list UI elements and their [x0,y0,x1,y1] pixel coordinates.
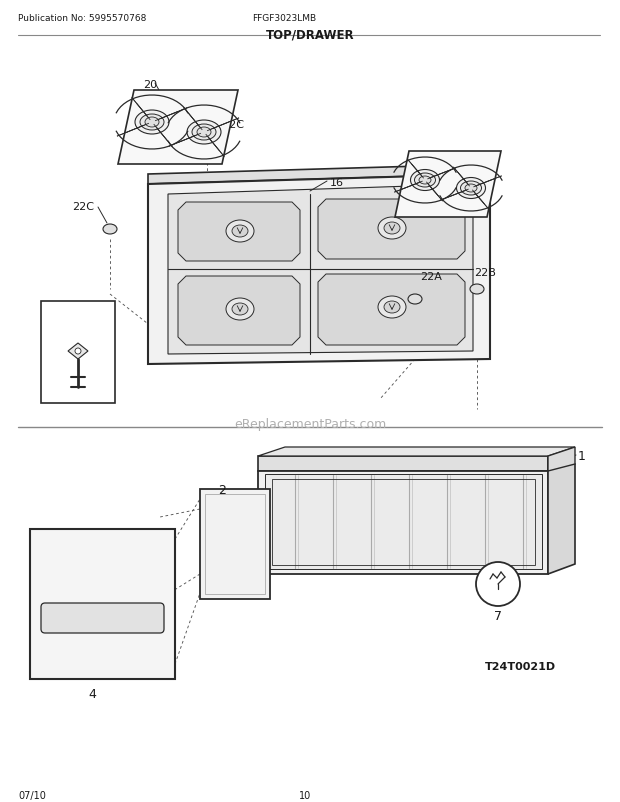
Ellipse shape [456,178,485,199]
Ellipse shape [103,225,117,235]
Ellipse shape [200,143,214,153]
Ellipse shape [145,118,159,128]
Ellipse shape [135,111,169,135]
Ellipse shape [410,170,440,191]
Ellipse shape [378,217,406,240]
Polygon shape [118,91,238,164]
Ellipse shape [232,225,248,237]
Text: FFGF3023LMB: FFGF3023LMB [252,14,316,23]
Polygon shape [30,529,175,679]
Polygon shape [265,475,542,569]
FancyBboxPatch shape [41,302,115,403]
Ellipse shape [226,221,254,243]
Text: 10: 10 [299,790,311,800]
Text: 20: 20 [143,80,157,90]
Circle shape [75,349,81,354]
Ellipse shape [408,294,422,305]
Text: 22A: 22A [420,272,442,282]
Text: 22C: 22C [222,119,244,130]
Polygon shape [148,175,490,365]
Ellipse shape [419,176,431,184]
Polygon shape [318,200,465,260]
Polygon shape [395,152,501,217]
Ellipse shape [378,297,406,318]
Text: T24T0021D: T24T0021D [485,661,556,671]
Text: 22B: 22B [474,268,496,277]
Polygon shape [258,456,548,472]
Polygon shape [178,203,300,261]
Polygon shape [548,456,575,574]
Ellipse shape [461,182,482,196]
Text: 20: 20 [413,155,427,164]
Text: eReplacementParts.com: eReplacementParts.com [234,418,386,431]
Ellipse shape [187,121,221,145]
Text: 1: 1 [578,449,586,463]
Polygon shape [258,472,548,574]
Polygon shape [318,274,465,346]
Polygon shape [548,448,575,472]
Text: 7: 7 [494,610,502,622]
Ellipse shape [384,223,400,235]
Circle shape [476,562,520,606]
Ellipse shape [470,285,484,294]
Polygon shape [68,343,88,359]
Polygon shape [200,489,270,599]
FancyBboxPatch shape [41,603,164,634]
Text: 16: 16 [330,178,344,188]
Polygon shape [178,277,300,346]
Ellipse shape [140,115,164,131]
Ellipse shape [465,184,477,192]
Text: 4: 4 [88,687,96,700]
Ellipse shape [384,302,400,314]
Text: 2: 2 [218,484,226,496]
Text: Publication No: 5995570768: Publication No: 5995570768 [18,14,146,23]
Text: TOP/DRAWER: TOP/DRAWER [266,28,354,41]
Text: 88: 88 [48,312,62,322]
Ellipse shape [197,128,211,138]
Polygon shape [148,164,490,184]
Ellipse shape [232,304,248,316]
Ellipse shape [192,125,216,141]
Ellipse shape [415,174,435,188]
Polygon shape [258,448,575,456]
Text: 07/10: 07/10 [18,790,46,800]
Ellipse shape [226,298,254,321]
Polygon shape [168,184,473,354]
Text: 22C: 22C [72,202,94,212]
